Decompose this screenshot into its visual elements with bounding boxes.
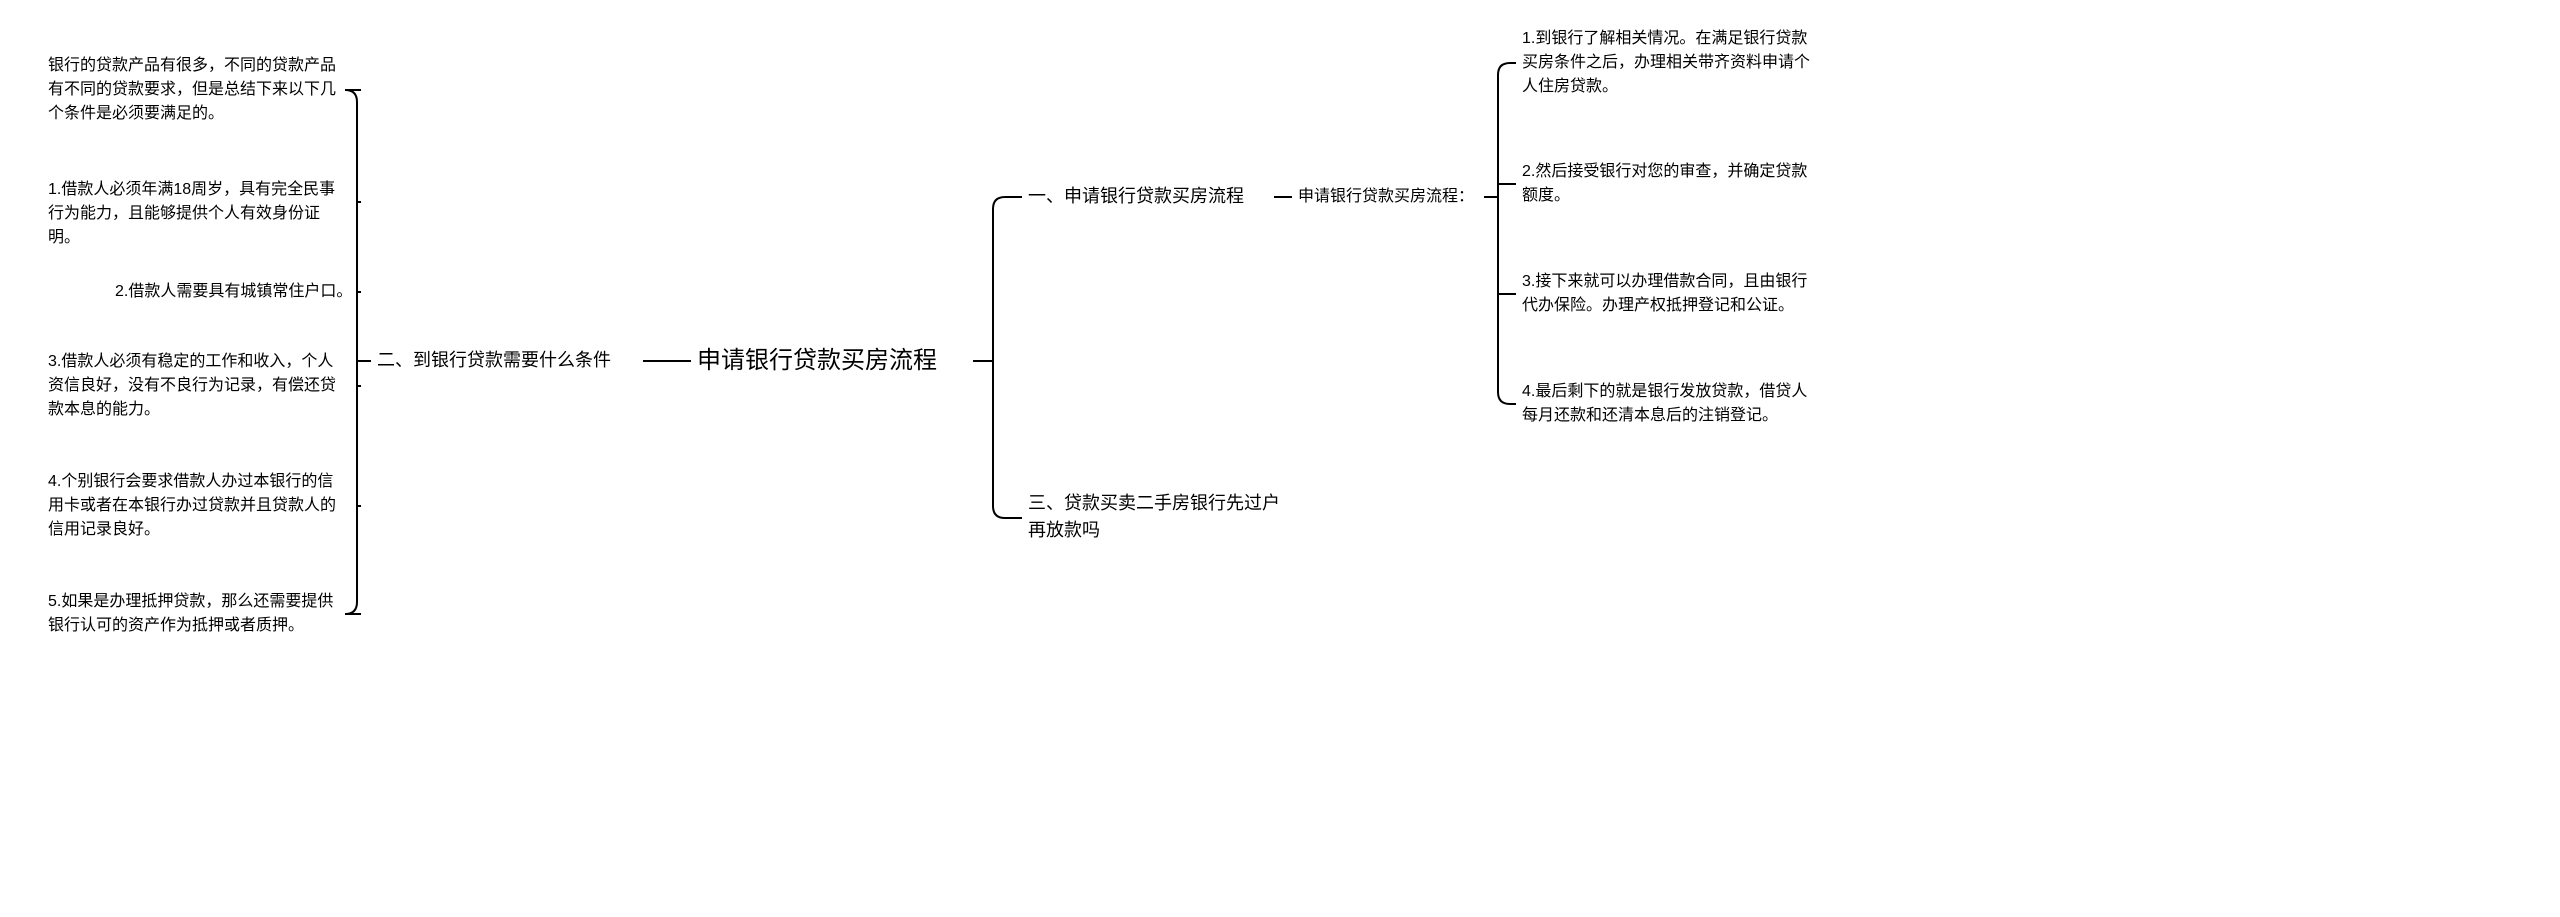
branch-1-leaf-1: 1.到银行了解相关情况。在满足银行贷款买房条件之后，办理相关带齐资料申请个人住房… [1522,27,1822,99]
branch-1-leaf-4: 4.最后剩下的就是银行发放贷款，借贷人每月还款和还清本息后的注销登记。 [1522,380,1822,428]
branch-3: 三、贷款买卖二手房银行先过户再放款吗 [1028,490,1288,544]
branch-2-leaf-3: 3.借款人必须有稳定的工作和收入，个人资信良好，没有不良行为记录，有偿还贷款本息… [48,350,348,422]
branch-2-leaf-0: 银行的贷款产品有很多，不同的贷款产品有不同的贷款要求，但是总结下来以下几个条件是… [48,54,348,126]
branch-2: 二、到银行贷款需要什么条件 [377,347,637,374]
branch-2-leaf-1: 1.借款人必须年满18周岁，具有完全民事行为能力，且能够提供个人有效身份证明。 [48,178,348,250]
branch-2-leaf-5: 5.如果是办理抵押贷款，那么还需要提供银行认可的资产作为抵押或者质押。 [48,590,348,638]
branch-2-leaf-2: 2.借款人需要具有城镇常住户口。 [115,280,355,304]
mindmap-root: 申请银行贷款买房流程 [697,343,967,379]
mindmap-connectors [0,0,2560,917]
branch-2-leaf-4: 4.个别银行会要求借款人办过本银行的信用卡或者在本银行办过贷款并且贷款人的信用记… [48,470,348,542]
branch-1-leaf-3: 3.接下来就可以办理借款合同，且由银行代办保险。办理产权抵押登记和公证。 [1522,270,1822,318]
branch-1: 一、申请银行贷款买房流程 [1028,183,1268,210]
branch-1-child-1: 申请银行贷款买房流程： [1298,185,1478,209]
branch-1-leaf-2: 2.然后接受银行对您的审查，并确定贷款额度。 [1522,160,1822,208]
